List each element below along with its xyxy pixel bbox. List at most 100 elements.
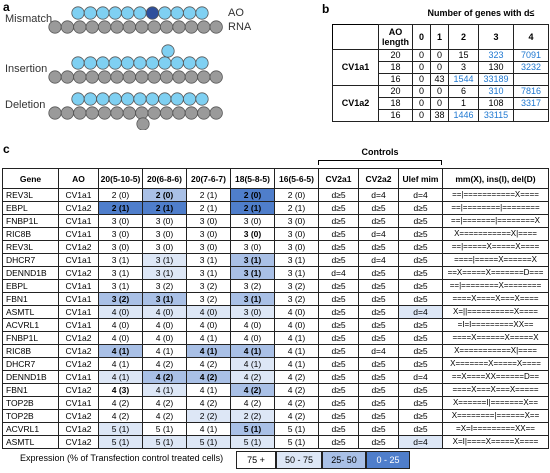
bead [172, 70, 186, 84]
count: 310 [478, 85, 514, 98]
cell: 4 (1) [230, 357, 275, 371]
ao: CV1a1 [58, 214, 99, 228]
pattern: ==|========|======== [442, 201, 549, 215]
row: REV3L CV1a2 3 (0) 3 (0) 3 (0) 3 (0) 3 (0) d≥5 d≥… [2, 240, 549, 254]
cell: 4 (2) [274, 370, 319, 384]
cell: d=4 [358, 227, 399, 241]
cell: d≥5 [358, 305, 399, 319]
row: REV3L CV1a1 2 (0) 2 (0) 2 (1) 2 (0) 2 (0) d≥5 d=… [2, 188, 549, 202]
cell: 4 (0) [98, 318, 143, 332]
bead [145, 56, 159, 70]
cell: 4 (1) [230, 344, 275, 358]
count: 0 [430, 85, 449, 98]
cell: 3 (0) [142, 227, 187, 241]
cell: 5 (1) [274, 422, 319, 436]
cell: 3 (2) [274, 292, 319, 306]
count: 1446 [448, 109, 479, 122]
bead [158, 6, 172, 20]
cell: 4 (2) [274, 383, 319, 397]
row: ASMTL CV1a1 4 (0) 4 (0) 4 (0) 3 (0) 4 (0) d≥5 d≥… [2, 305, 549, 319]
bead [172, 20, 186, 34]
gene: DENND1B [2, 266, 59, 280]
count: 33189 [478, 73, 514, 86]
row-label: Mismatch [5, 13, 52, 25]
cell: d≥5 [318, 227, 359, 241]
cell: 2 (0) [230, 188, 275, 202]
pattern: ==|========X======== [442, 279, 549, 293]
cell: d=4 [358, 344, 399, 358]
row: CV1a2 20 0 0 6 310 7816 [332, 85, 549, 122]
pattern: ====X===X===X===== [442, 383, 549, 397]
bead [147, 20, 161, 34]
cell: d=4 [398, 188, 443, 202]
ao: CV1a1 [58, 396, 99, 410]
bead [121, 92, 135, 106]
row: RIC8B CV1a1 3 (0) 3 (0) 3 (0) 3 (0) 3 (0) d≥5 d=… [2, 227, 549, 241]
pattern: =X=I=========XX== [442, 422, 549, 436]
cell: d≥5 [318, 396, 359, 410]
gene: ACVRL1 [2, 422, 59, 436]
bead [145, 6, 159, 20]
pattern: X===========X|==== [442, 344, 549, 358]
group-name: CV1a1 [332, 49, 379, 86]
cell: d≥5 [318, 331, 359, 345]
legend: 75 +50 - 75 25- 50 0 - 25 [236, 450, 410, 469]
bead [183, 6, 197, 20]
column-header: CV2a2 [358, 168, 399, 189]
cell: d≥5 [398, 201, 443, 215]
row: ACVRL1 CV1a2 5 (1) 5 (1) 4 (1) 5 (1) 5 (1) d≥5 d… [2, 422, 549, 436]
bead [98, 70, 112, 84]
cell: d≥5 [358, 370, 399, 384]
gene: ASMTL [2, 305, 59, 319]
cell: 4 (2) [274, 409, 319, 423]
cell: 5 (1) [230, 435, 275, 449]
ao-length: 16 [378, 73, 413, 86]
cell: 3 (1) [142, 292, 187, 306]
cell: d≥5 [398, 422, 443, 436]
count: 0 [412, 97, 431, 110]
row: TOP2B CV1a2 4 (2) 4 (2) 2 (2) 2 (2) 4 (2) d≥5 d≥… [2, 409, 549, 423]
ao-length: 18 [378, 61, 413, 74]
count [513, 73, 549, 86]
ao-length: 18 [378, 97, 413, 110]
count [513, 109, 549, 122]
count: 1 [448, 97, 479, 110]
cell: d≥5 [358, 279, 399, 293]
bead [160, 106, 174, 120]
bead [209, 70, 223, 84]
bead [145, 92, 159, 106]
bead [108, 92, 122, 106]
count: 0 [430, 49, 449, 62]
cell: d≥5 [318, 188, 359, 202]
strand-label: RNA [228, 21, 252, 33]
cell: d≥5 [318, 409, 359, 423]
cell: 4 (3) [98, 383, 143, 397]
bead [122, 70, 136, 84]
bead [147, 106, 161, 120]
cell: 5 (1) [98, 422, 143, 436]
cell: 2 (0) [274, 188, 319, 202]
count: 6 [448, 85, 479, 98]
column-header: 4 [513, 24, 549, 50]
cell: d≥5 [358, 331, 399, 345]
cell: 5 (1) [142, 435, 187, 449]
ao-length: 20 [378, 85, 413, 98]
cell: d≥5 [358, 396, 399, 410]
cell: 4 (1) [98, 370, 143, 384]
gene: FBN1 [2, 292, 59, 306]
cell: d≥5 [358, 383, 399, 397]
cell: d≥5 [398, 292, 443, 306]
cell: 4 (1) [186, 383, 231, 397]
gene: DHCR7 [2, 253, 59, 267]
gene: RIC8B [2, 227, 59, 241]
cell: 3 (0) [142, 240, 187, 254]
cell: d≥5 [318, 253, 359, 267]
cell: d≥5 [318, 318, 359, 332]
cell: 4 (2) [142, 357, 187, 371]
cell: d≥5 [398, 279, 443, 293]
pattern: ==X====XX======D== [442, 370, 549, 384]
cell: 2 (0) [98, 188, 143, 202]
cell: 3 (1) [98, 253, 143, 267]
pattern: X======I|=======X== [442, 396, 549, 410]
bead [73, 20, 87, 34]
